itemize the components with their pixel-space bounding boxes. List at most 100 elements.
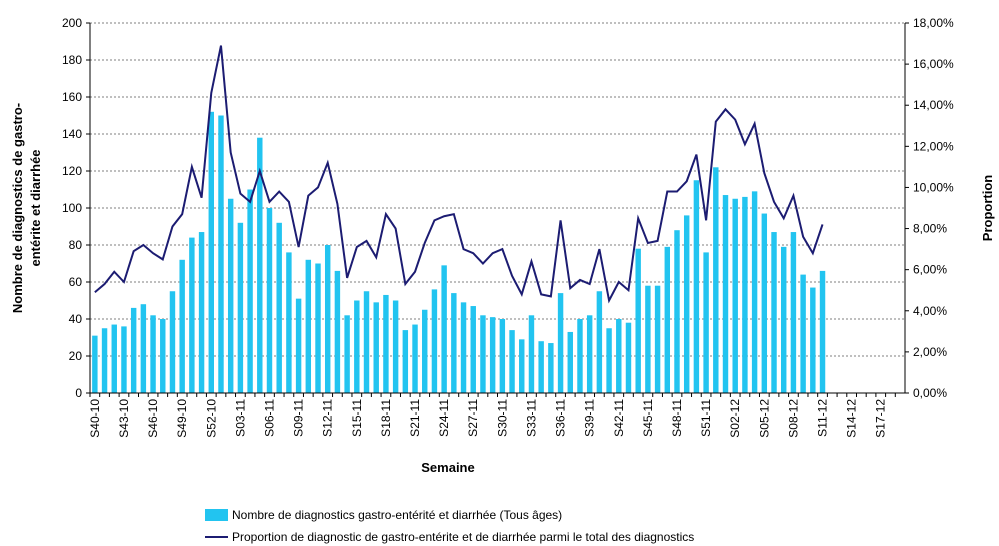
bar [422,309,428,393]
bar [179,259,185,393]
bar [567,331,573,393]
y2-tick-label: 8,00% [913,222,947,236]
bar [383,294,389,393]
x-tick-label: S30-11 [495,399,509,437]
bar [150,315,156,393]
x-tick-label: S11-12 [816,399,830,437]
bar [674,230,680,393]
bar [324,245,331,393]
x-tick-label: S15-11 [350,399,364,437]
y2-tick-label: 14,00% [913,98,954,112]
bar [257,137,263,393]
bar [645,285,651,393]
bar [470,306,476,393]
bar [761,213,768,393]
y-tick-label: 180 [62,53,82,67]
line [94,45,824,304]
bar [286,252,292,393]
y2-tick-label: 18,00% [913,16,954,30]
y2-axis-title: Proportion [980,175,995,241]
x-tick-label: S18-11 [379,399,393,437]
y-tick-label: 200 [62,16,82,30]
bar [596,291,603,393]
bar [344,315,350,393]
bar [276,222,282,393]
bar [363,291,370,393]
bar [586,315,593,393]
x-tick-label: S51-11 [699,399,713,437]
bar [315,263,321,393]
x-tick-label: S39-11 [583,399,597,437]
bar [489,317,496,393]
bar [548,343,554,393]
bar [635,248,641,393]
bar [781,246,787,393]
y2-tick-label: 2,00% [913,345,947,359]
legend-label: Proportion de diagnostic de gastro-entér… [232,530,694,544]
bar [499,319,506,393]
y-axis-title: entérite et diarrhée [28,149,43,266]
x-tick-label: S17-12 [874,399,888,438]
x-tick-label: S14-12 [845,399,859,438]
bar [334,270,341,393]
bar [703,252,709,393]
bar [606,328,612,393]
bar [218,115,224,393]
bar [771,232,777,393]
x-tick-label: S08-12 [786,399,800,438]
bar [819,270,826,393]
bar [625,322,632,393]
bar [751,191,758,393]
y-tick-label: 80 [69,238,83,252]
bar [130,307,137,393]
bar [509,330,515,393]
bar [683,215,690,393]
x-tick-label: S36-11 [554,399,568,437]
bar [431,289,438,393]
x-tick-label: S42-11 [612,399,626,437]
bar [227,198,234,393]
bar [354,300,360,393]
x-tick-label: S21-11 [408,399,422,437]
y-tick-label: 60 [69,275,83,289]
bar [480,315,486,393]
bar [295,298,302,393]
bar [402,330,409,393]
bar [169,291,176,393]
y2-tick-label: 6,00% [913,263,947,277]
bar [392,300,399,393]
bar [305,259,312,393]
bar [237,222,244,393]
bar [528,315,535,393]
bar [742,196,748,393]
bar [616,319,622,393]
y2-tick-label: 4,00% [913,304,947,318]
x-tick-label: S33-11 [524,399,538,437]
y2-tick-label: 0,00% [913,386,947,400]
y-tick-label: 0 [75,386,82,400]
bar [538,341,544,393]
x-tick-label: S49-10 [175,399,189,438]
y2-tick-label: 10,00% [913,180,954,194]
y-tick-label: 140 [62,127,82,141]
bar [189,237,195,393]
bar [664,246,671,393]
x-tick-label: S09-11 [292,399,306,437]
x-tick-label: S45-11 [641,399,655,437]
y-tick-label: 40 [69,312,83,326]
bar [732,198,738,393]
bar [654,285,661,393]
bar [208,111,214,394]
bar [519,339,525,393]
bar [160,319,166,393]
x-tick-label: S46-10 [146,399,160,438]
x-tick-label: S43-10 [117,399,131,438]
legend-swatch [205,509,228,521]
bar [713,167,719,393]
x-axis-title: Semaine [421,460,474,475]
y-tick-label: 120 [62,164,82,178]
bar [266,208,273,393]
bar [373,302,379,393]
bar [800,274,806,393]
